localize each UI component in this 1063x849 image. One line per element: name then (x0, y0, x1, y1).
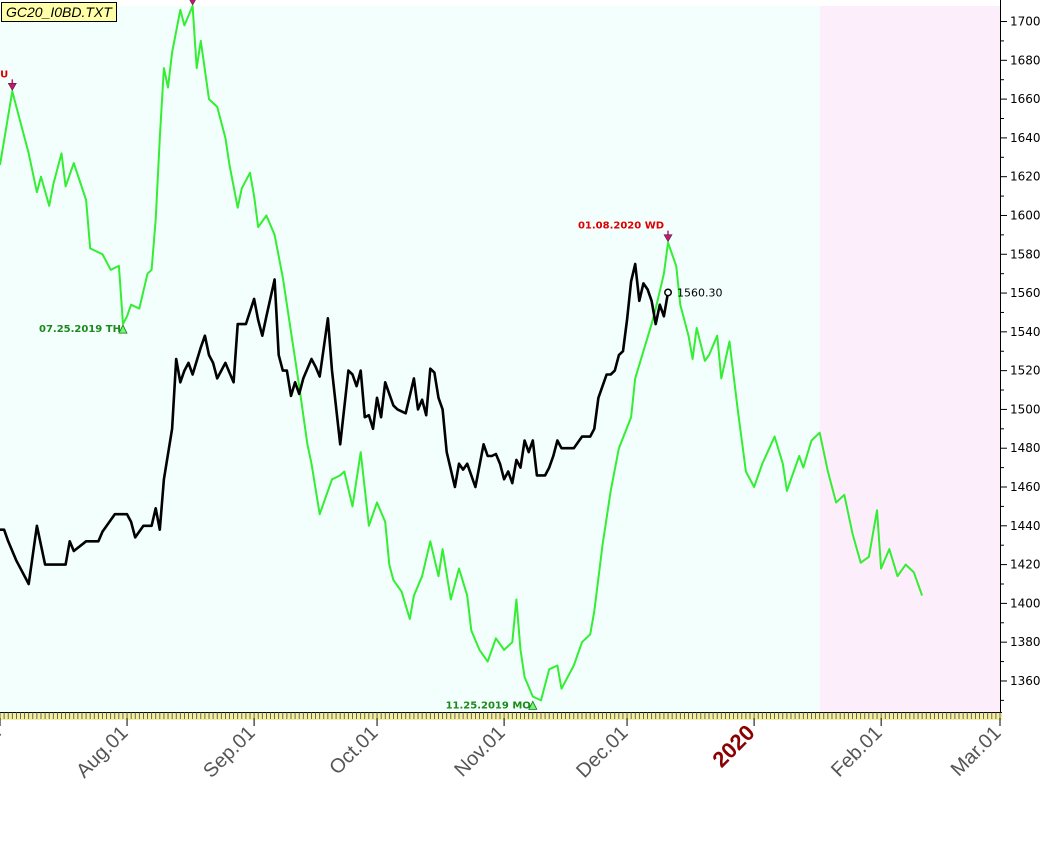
x-tick-label: Mar.01 (947, 722, 1006, 781)
top-marker (663, 234, 673, 243)
x-tick-label: Oct.01 (325, 722, 382, 779)
x-tick-label: Jul.01 (0, 722, 6, 775)
x-tick-label: Sep.01 (199, 722, 259, 782)
series-lines (0, 5, 924, 702)
x-tick-label: Aug.01 (72, 722, 132, 782)
y-tick-label: 1620 (1010, 170, 1041, 184)
y-tick-label: 1400 (1010, 596, 1041, 610)
y-tick-label: 1500 (1010, 402, 1041, 416)
y-tick-label: 1540 (1010, 325, 1041, 339)
x-tick-label: Nov.01 (450, 722, 509, 781)
price-series-line (0, 262, 670, 586)
x-tick-label: Feb.01 (827, 722, 887, 782)
top-marker (189, 0, 196, 6)
y-tick-label: 1380 (1010, 635, 1041, 649)
top-marker (7, 83, 17, 91)
background-regions (0, 6, 1000, 712)
top-marker-label: 01.08.2020 WD (578, 221, 664, 232)
y-tick-label: 1640 (1010, 131, 1041, 145)
y-tick-label: 1420 (1010, 558, 1041, 572)
y-tick-label: 1680 (1010, 53, 1041, 67)
y-tick-label: 1600 (1010, 208, 1041, 222)
y-axis: 1360 1380 1400 1420 1440 1460 1480 1500 1520 1540… (1000, 15, 1041, 701)
y-tick-label: 1440 (1010, 519, 1041, 533)
forecast-series-line (0, 5, 924, 702)
y-tick-label: 1660 (1010, 92, 1041, 106)
top-marker-label: U (0, 69, 8, 80)
last-value-label: 1560.30 (677, 286, 723, 299)
y-tick-label: 1560 (1010, 286, 1041, 300)
background-region-1 (819, 6, 1000, 712)
y-tick-label: 1700 (1010, 15, 1041, 29)
bottom-marker (528, 700, 538, 710)
last-value-marker (664, 288, 672, 297)
background-region-0 (0, 6, 820, 712)
y-tick-label: 1360 (1010, 674, 1041, 688)
y-tick-label: 1520 (1010, 364, 1041, 378)
x-tick-label: Dec.01 (572, 722, 632, 782)
y-tick-label: 1580 (1010, 247, 1041, 261)
bottom-marker-label: 07.25.2019 TH (39, 324, 121, 335)
bottom-marker-label: 11.25.2019 MO (446, 700, 531, 711)
x-tick-label: 2020 (707, 720, 759, 772)
x-axis-band (0, 712, 1002, 720)
x-axis: Jul.01 Aug.01 Sep.01 Oct.01 Nov.01 Dec.01 2020… (0, 718, 1006, 782)
y-tick-label: 1480 (1010, 441, 1041, 455)
axes (0, 0, 1002, 720)
bottom-marker (118, 324, 128, 334)
y-tick-label: 1460 (1010, 480, 1041, 494)
file-label: GC20_I0BD.TXT (1, 2, 117, 22)
